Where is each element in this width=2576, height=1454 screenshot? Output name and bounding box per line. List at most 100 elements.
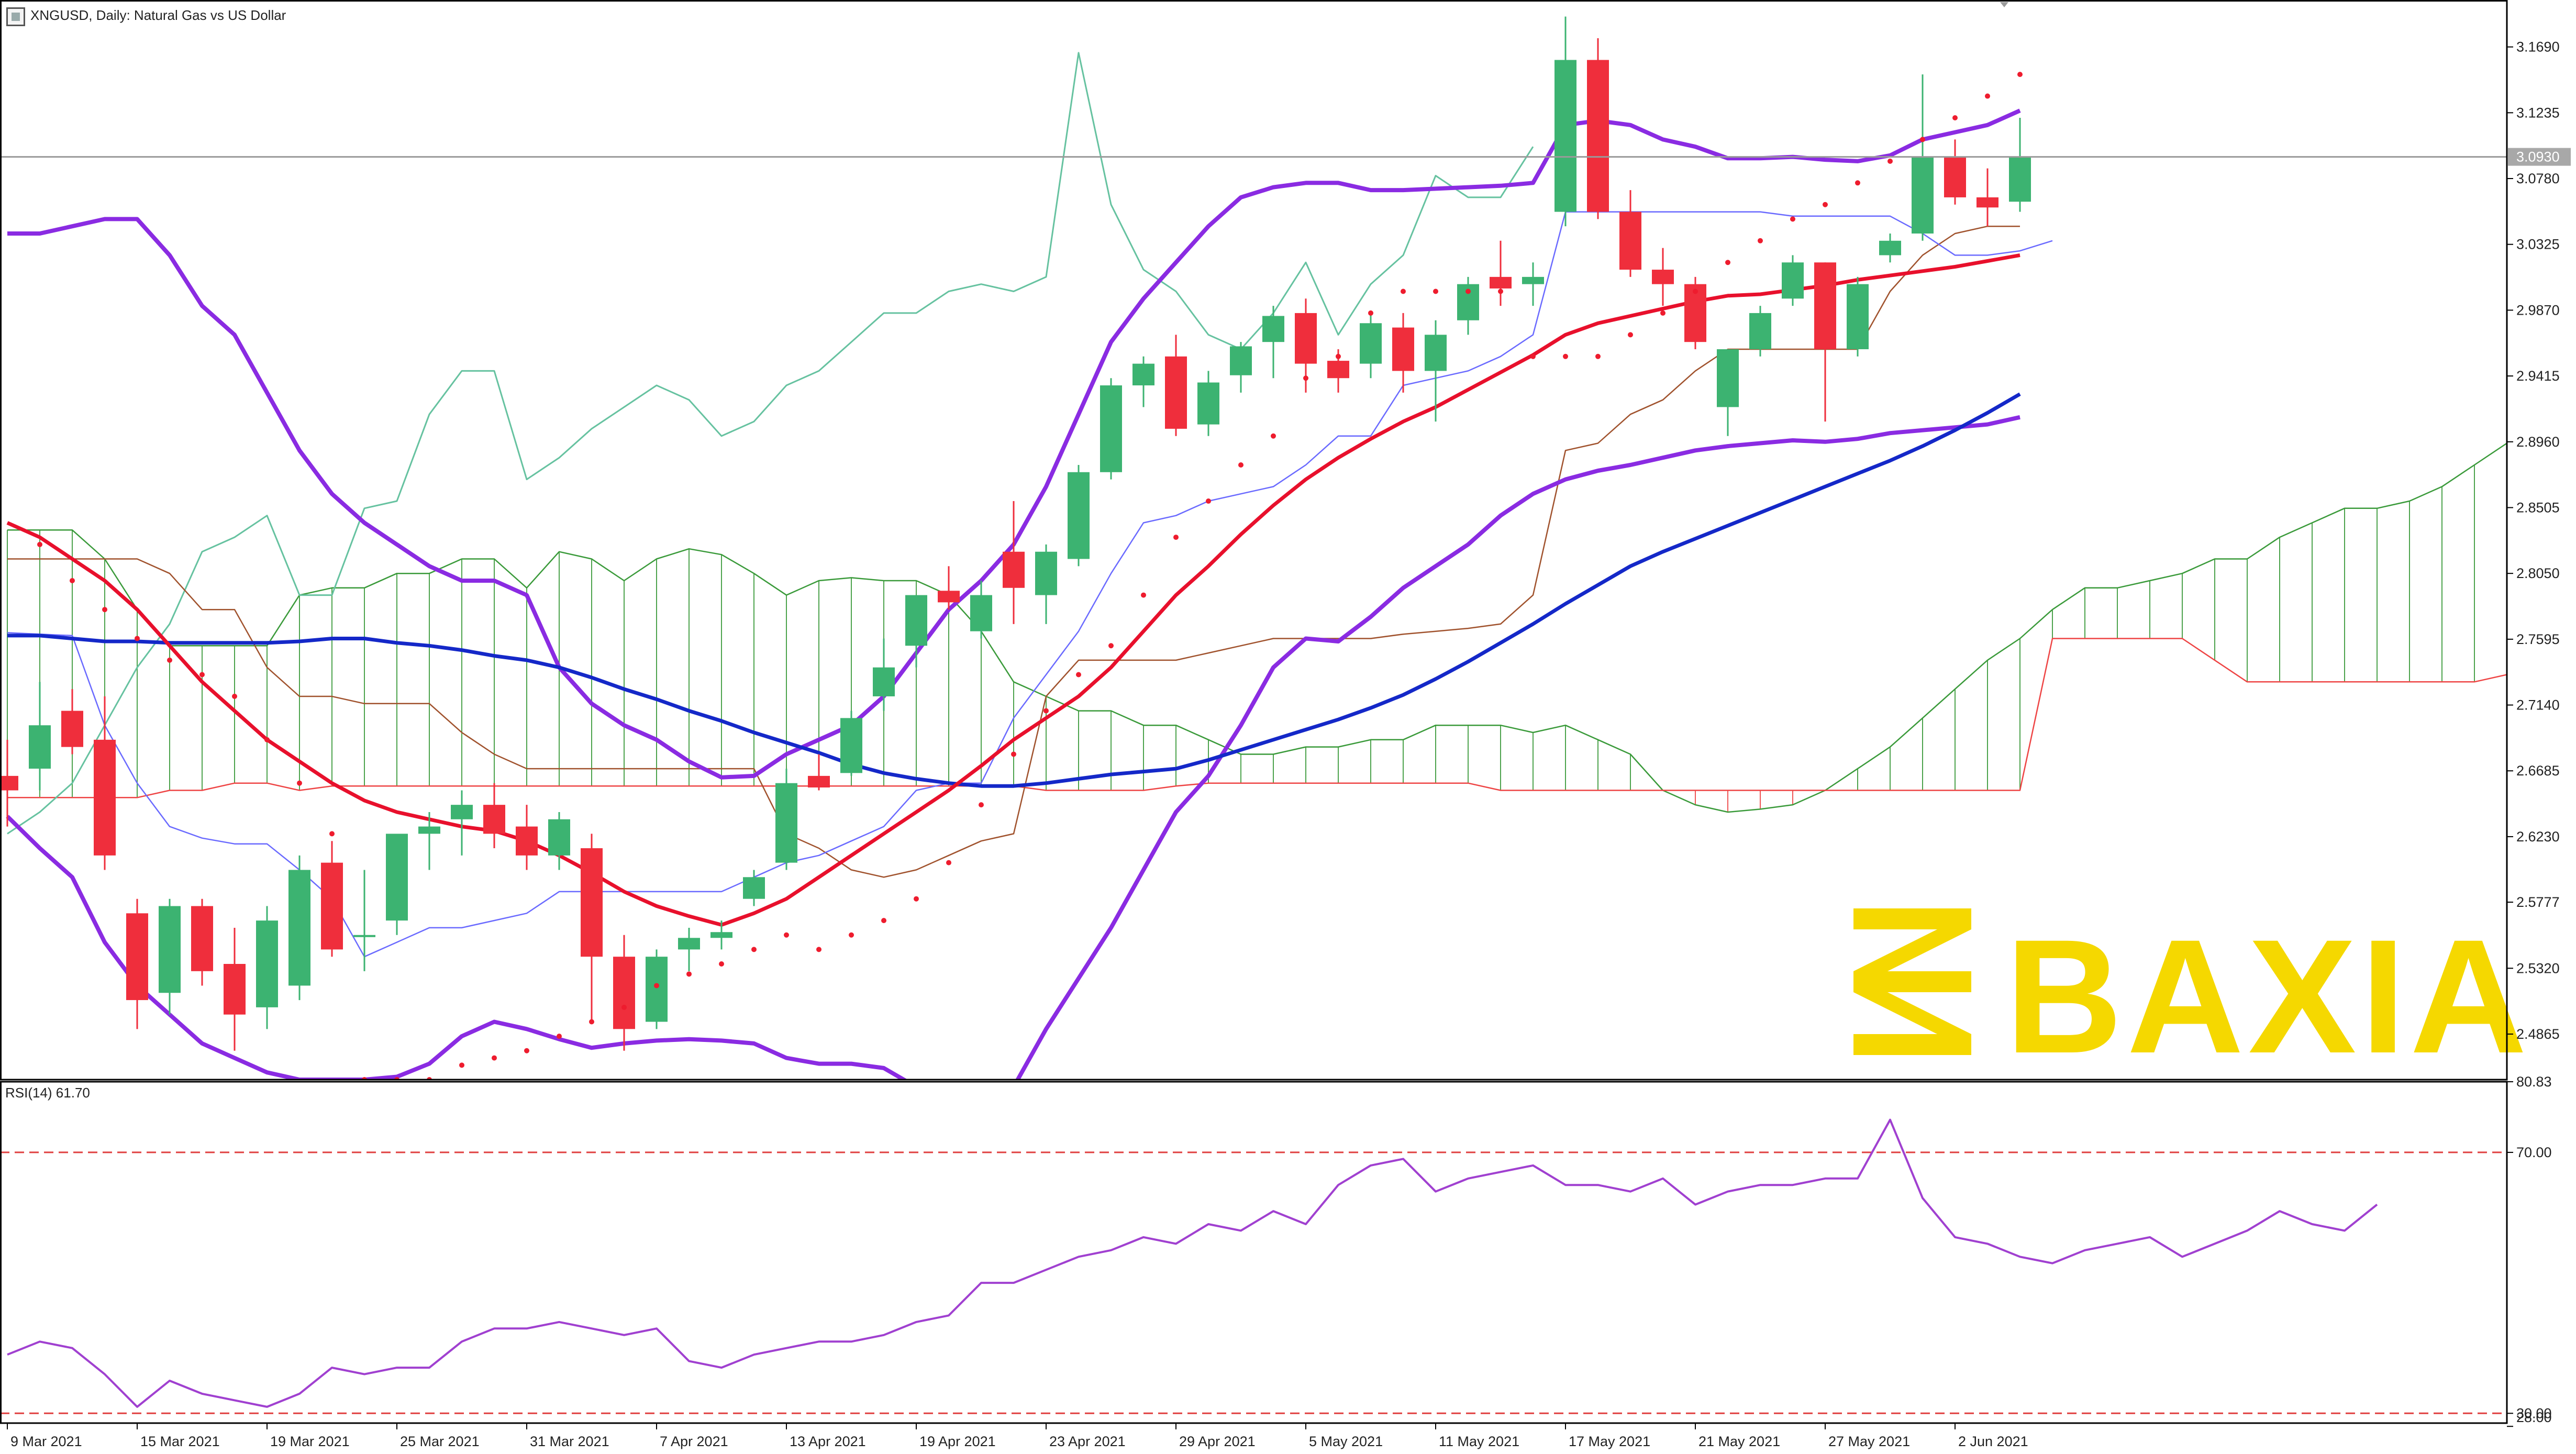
candle-bear bbox=[1165, 356, 1187, 429]
candle-bear bbox=[1652, 270, 1674, 284]
sar-dot bbox=[1141, 592, 1146, 598]
price-tick-label: 2.5320 bbox=[2516, 960, 2560, 976]
candle-bear bbox=[516, 826, 538, 856]
sar-dot bbox=[1238, 462, 1243, 468]
candles bbox=[0, 16, 2031, 1051]
candle-bull bbox=[1425, 335, 1447, 371]
sar-dot bbox=[1433, 288, 1438, 294]
candle-bull bbox=[1197, 382, 1219, 425]
time-tick-label: 27 May 2021 bbox=[1828, 1434, 1910, 1449]
candle-bear bbox=[1814, 262, 1836, 349]
main-panel-frame bbox=[0, 0, 2508, 1081]
sar-dot bbox=[459, 1062, 464, 1068]
candle-bear bbox=[0, 775, 18, 791]
candle-bear bbox=[126, 913, 148, 1001]
symbol-icon[interactable] bbox=[6, 7, 25, 26]
sar-dot bbox=[1887, 158, 1893, 164]
price-tick-label: 2.5777 bbox=[2516, 894, 2560, 910]
sar-dot bbox=[2017, 72, 2023, 77]
sar-dot bbox=[784, 932, 789, 938]
price-tick-label: 2.7140 bbox=[2516, 697, 2560, 713]
price-tick-label: 2.8050 bbox=[2516, 565, 2560, 581]
price-tick-label: 2.8960 bbox=[2516, 434, 2560, 450]
candle-bear bbox=[321, 862, 343, 950]
rsi-panel-frame bbox=[0, 1081, 2508, 1424]
watermark-text: BAXIA bbox=[2005, 905, 2531, 1087]
candle-bull bbox=[905, 595, 927, 646]
time-tick-label: 31 Mar 2021 bbox=[530, 1434, 609, 1449]
candle-bull bbox=[1749, 313, 1771, 349]
candle-bull bbox=[451, 805, 473, 819]
candle-bear bbox=[1619, 212, 1641, 270]
shift-marker bbox=[2000, 2, 2008, 7]
sar-dot bbox=[232, 693, 237, 699]
time-tick-label: 25 Mar 2021 bbox=[400, 1434, 480, 1449]
chart-title: XNGUSD, Daily: Natural Gas vs US Dollar bbox=[30, 7, 286, 23]
price-tick-label: 3.0325 bbox=[2516, 237, 2560, 252]
candle-bull bbox=[873, 667, 895, 696]
candle-bear bbox=[224, 964, 246, 1015]
candle-bear bbox=[581, 848, 603, 957]
sar-dot bbox=[1563, 353, 1568, 359]
candle-bull bbox=[1912, 157, 1934, 234]
sar-dot bbox=[654, 983, 659, 989]
time-tick-label: 7 Apr 2021 bbox=[660, 1434, 728, 1449]
parabolic-sar bbox=[37, 72, 2023, 1080]
sar-dot bbox=[37, 541, 42, 547]
sar-dot bbox=[1271, 433, 1276, 439]
sar-dot bbox=[1790, 216, 1795, 222]
sar-dot bbox=[589, 1019, 594, 1025]
sar-dot bbox=[135, 636, 140, 641]
candle-bull bbox=[1068, 472, 1090, 559]
sar-dot bbox=[1011, 751, 1016, 757]
price-tick-label: 2.4865 bbox=[2516, 1026, 2560, 1042]
candle-bull bbox=[1522, 276, 1544, 284]
candle-bull bbox=[1360, 323, 1382, 364]
time-tick-label: 9 Mar 2021 bbox=[10, 1434, 82, 1449]
sar-dot bbox=[1173, 535, 1179, 540]
candle-bull bbox=[646, 957, 668, 1022]
sar-dot bbox=[719, 961, 724, 967]
kijun-sen-line bbox=[7, 225, 2020, 878]
time-tick-label: 15 Mar 2021 bbox=[140, 1434, 220, 1449]
candle-bear bbox=[1327, 361, 1349, 379]
sar-dot bbox=[751, 947, 757, 952]
chikou-span-line bbox=[7, 52, 1534, 835]
candle-bear bbox=[1490, 276, 1512, 288]
candle-bull bbox=[1847, 284, 1869, 349]
candle-bear bbox=[61, 711, 83, 747]
sar-dot bbox=[1465, 288, 1471, 294]
sar-dot bbox=[1660, 310, 1665, 316]
price-axis: 3.1690 3.1235 3.0780 3.0325 2.9870 2.9415 2.89… bbox=[2507, 39, 2571, 1042]
current-price-label: 3.0930 bbox=[2516, 149, 2560, 165]
sar-dot bbox=[621, 1004, 627, 1010]
watermark-logo-bar-top bbox=[1853, 908, 1971, 929]
sar-dot bbox=[816, 947, 821, 952]
time-tick-label: 23 Apr 2021 bbox=[1049, 1434, 1126, 1449]
sar-dot bbox=[199, 672, 205, 678]
price-tick-label: 2.9870 bbox=[2516, 302, 2560, 318]
sar-dot bbox=[102, 607, 107, 613]
candle-bull bbox=[1555, 60, 1576, 212]
sar-dot bbox=[979, 802, 984, 808]
sar-dot bbox=[1336, 353, 1341, 359]
candle-bear bbox=[1587, 60, 1609, 212]
candle-bull bbox=[1100, 385, 1122, 472]
watermark-logo-bar-bottom bbox=[1853, 1034, 1971, 1055]
sar-dot bbox=[1823, 202, 1828, 207]
bollinger-lower-line bbox=[6, 415, 2020, 1080]
candle-bull bbox=[1879, 240, 1901, 256]
candle-bear bbox=[1977, 197, 1998, 208]
sar-dot bbox=[1920, 137, 1925, 142]
sar-dot bbox=[1855, 180, 1860, 186]
sar-dot bbox=[167, 657, 172, 663]
candle-bull bbox=[1132, 363, 1154, 386]
current-price-tag bbox=[2508, 148, 2571, 166]
rsi-tick-label: 30.00 bbox=[2516, 1405, 2552, 1421]
sar-dot bbox=[1206, 498, 1211, 504]
rsi-line bbox=[7, 1118, 2378, 1408]
cloud-span-a bbox=[7, 441, 2507, 813]
